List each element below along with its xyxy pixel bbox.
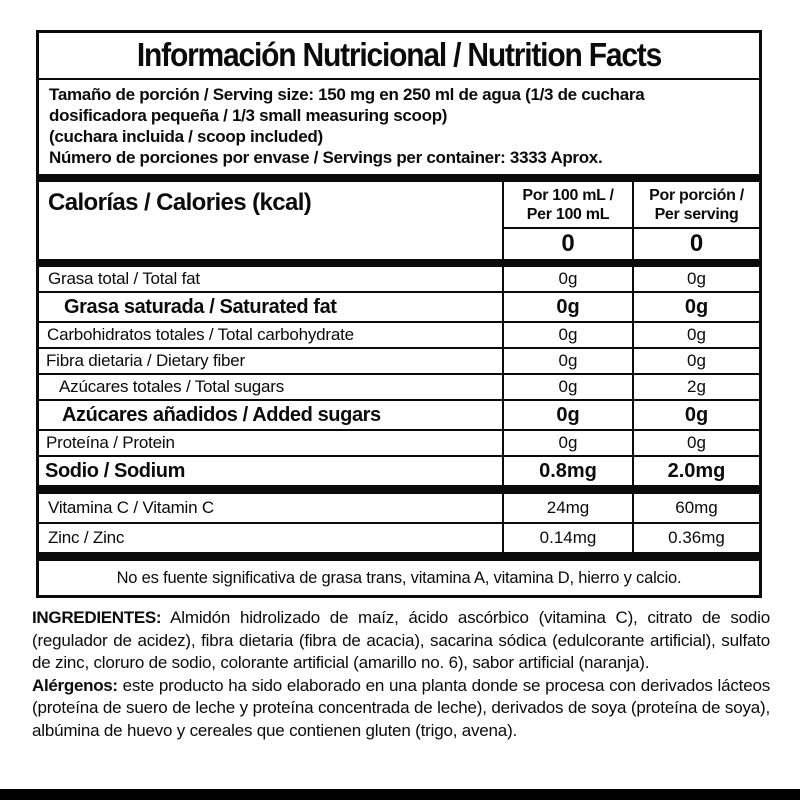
nutrient-row-total-sugars: Azúcares totales / Total sugars 0g 2g	[39, 375, 759, 401]
per-100ml-value: 24mg	[502, 494, 632, 522]
ingredients-text: Almidón hidrolizado de maíz, ácido ascór…	[32, 608, 770, 672]
micronutrient-row-zinc: Zinc / Zinc 0.14mg 0.36mg	[39, 524, 759, 552]
calories-per-100ml-value: 0	[502, 229, 632, 259]
per-serving-value: 0g	[632, 401, 759, 429]
calories-label: Calorías / Calories (kcal)	[48, 189, 312, 216]
nutrition-label-box: Información Nutricional / Nutrition Fact…	[36, 30, 762, 598]
calories-per-serving-value: 0	[632, 229, 759, 259]
per-100ml-header-line1: Por 100 mL /	[522, 187, 614, 204]
per-serving-value: 0g	[632, 349, 759, 373]
label-title: Información Nutricional / Nutrition Fact…	[136, 37, 662, 74]
nutrient-label: Vitamina C / Vitamin C	[48, 498, 214, 517]
allergens-heading: Alérgenos:	[32, 675, 118, 695]
nutrient-label: Zinc / Zinc	[48, 528, 125, 547]
section-divider-bar	[39, 552, 759, 561]
nutrient-label: Azúcares añadidos / Added sugars	[62, 403, 381, 426]
serving-line: Número de porciones por envase / Serving…	[49, 148, 603, 167]
ingredients-paragraph: INGREDIENTES: Almidón hidrolizado de maí…	[32, 607, 770, 675]
per-100ml-header-line2: Per 100 mL	[526, 206, 610, 223]
label-paragraphs: INGREDIENTES: Almidón hidrolizado de maí…	[32, 607, 770, 742]
per-100ml-value: 0.8mg	[502, 457, 632, 485]
ingredients-heading: INGREDIENTES:	[32, 608, 162, 627]
nutrient-label: Grasa total / Total fat	[48, 269, 200, 288]
nutrient-label: Fibra dietaria / Dietary fiber	[46, 351, 246, 370]
nutrient-row-added-sugars: Azúcares añadidos / Added sugars 0g 0g	[39, 401, 759, 431]
per-serving-value: 0.36mg	[632, 524, 759, 552]
per-100ml-value: 0g	[502, 349, 632, 373]
section-divider-bar	[39, 259, 759, 267]
nutrient-row-protein: Proteína / Protein 0g 0g	[39, 431, 759, 457]
not-significant-source-footnote: No es fuente significativa de grasa tran…	[116, 568, 682, 587]
per-serving-value: 0g	[632, 293, 759, 321]
serving-info: Tamaño de porción / Serving size: 150 mg…	[39, 80, 759, 174]
per-serving-value: 0g	[632, 267, 759, 291]
bottom-black-band	[0, 789, 800, 800]
nutrient-row-sodium: Sodio / Sodium 0.8mg 2.0mg	[39, 457, 759, 485]
per-serving-value: 2g	[632, 375, 759, 399]
section-divider-bar	[39, 485, 759, 494]
per-100ml-value: 0g	[502, 431, 632, 455]
per-100ml-value: 0g	[502, 323, 632, 347]
per-100ml-value: 0g	[502, 375, 632, 399]
per-100ml-column-header: Por 100 mL / Per 100 mL	[502, 182, 632, 229]
serving-line: Tamaño de porción / Serving size: 150 mg…	[49, 85, 645, 104]
per-serving-value: 0g	[632, 431, 759, 455]
per-serving-value: 60mg	[632, 494, 759, 522]
per-100ml-value: 0.14mg	[502, 524, 632, 552]
nutrient-row-total-fat: Grasa total / Total fat 0g 0g	[39, 267, 759, 293]
per-serving-value: 2.0mg	[632, 457, 759, 485]
nutrient-row-saturated-fat: Grasa saturada / Saturated fat 0g 0g	[39, 293, 759, 323]
nutrient-row-carbohydrate: Carbohidratos totales / Total carbohydra…	[39, 323, 759, 349]
allergens-text: este producto ha sido elaborado en una p…	[32, 675, 770, 740]
nutrient-label: Proteína / Protein	[46, 433, 175, 452]
label-title-row: Información Nutricional / Nutrition Fact…	[39, 33, 759, 80]
per-100ml-value: 0g	[502, 401, 632, 429]
nutrient-row-dietary-fiber: Fibra dietaria / Dietary fiber 0g 0g	[39, 349, 759, 375]
per-serving-value: 0g	[632, 323, 759, 347]
calories-header-row: Calorías / Calories (kcal) Por 100 mL / …	[39, 182, 759, 259]
nutrient-label: Carbohidratos totales / Total carbohydra…	[47, 325, 354, 344]
nutrient-label: Grasa saturada / Saturated fat	[64, 295, 337, 318]
per-serving-header-line2: Per serving	[654, 206, 739, 223]
nutrient-label: Azúcares totales / Total sugars	[59, 377, 284, 396]
per-100ml-value: 0g	[502, 267, 632, 291]
serving-line: dosificadora pequeña / 1/3 small measuri…	[49, 106, 448, 125]
micronutrient-row-vitamin-c: Vitamina C / Vitamin C 24mg 60mg	[39, 494, 759, 524]
section-divider-bar	[39, 174, 759, 182]
per-serving-header-line1: Por porción /	[649, 187, 744, 204]
per-serving-column-header: Por porción / Per serving	[632, 182, 759, 229]
allergens-paragraph: Alérgenos: este producto ha sido elabora…	[32, 675, 770, 743]
per-100ml-value: 0g	[502, 293, 632, 321]
serving-line: (cuchara incluida / scoop included)	[49, 127, 323, 146]
nutrient-label: Sodio / Sodium	[45, 459, 185, 482]
